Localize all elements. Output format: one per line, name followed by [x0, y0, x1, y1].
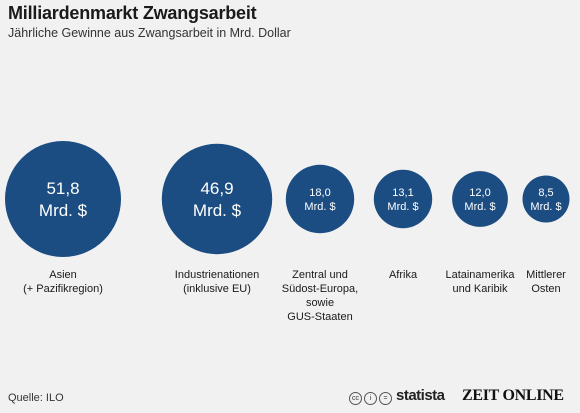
cc-icon: cc — [349, 392, 362, 405]
bubble-value-label-3: 13,1 — [392, 187, 413, 199]
bubble-value-label-1: 46,9 — [200, 179, 233, 198]
bubble-value-label-2: 18,0 — [309, 187, 330, 199]
bubble-value-label-5: 8,5 — [538, 187, 553, 199]
bubble-5 — [522, 175, 570, 223]
license-icons: cc i = — [349, 392, 392, 405]
statista-logo: statista — [396, 387, 445, 404]
category-label-1: Industrienationen (inklusive EU) — [175, 269, 259, 295]
bubble-value-label-4: 12,0 — [469, 187, 490, 199]
no-derivatives-icon: = — [379, 392, 392, 405]
bubble-0 — [5, 141, 121, 257]
category-label-0: Asien (+ Pazifikregion) — [23, 269, 103, 295]
bubble-value-label-0: 51,8 — [46, 179, 79, 198]
category-label-2: Zentral und Südost-Europa, sowie GUS-Staate… — [282, 269, 358, 323]
bubble-1 — [161, 143, 273, 255]
bubble-unit-label-5: Mrd. $ — [530, 201, 561, 213]
zeit-online-logo: ZEIT ONLINE — [462, 387, 564, 404]
chart-title: Milliardenmarkt Zwangsarbeit — [8, 3, 257, 23]
bubble-2 — [285, 164, 355, 234]
category-label-3: Afrika — [389, 269, 418, 281]
category-label-4: Latainamerika und Karibik — [445, 269, 515, 295]
bubble-3 — [373, 169, 433, 229]
bubble-unit-label-4: Mrd. $ — [464, 201, 495, 213]
bubble-unit-label-1: Mrd. $ — [193, 201, 242, 220]
bubble-unit-label-3: Mrd. $ — [387, 201, 418, 213]
attribution-icon: i — [364, 392, 377, 405]
bubble-unit-label-2: Mrd. $ — [304, 201, 335, 213]
bubble-4 — [452, 171, 508, 227]
category-label-5: Mittlerer Osten — [526, 269, 566, 295]
source-note: Quelle: ILO — [8, 392, 64, 404]
chart-subtitle: Jährliche Gewinne aus Zwangsarbeit in Mr… — [8, 26, 291, 40]
bubble-unit-label-0: Mrd. $ — [39, 201, 88, 220]
